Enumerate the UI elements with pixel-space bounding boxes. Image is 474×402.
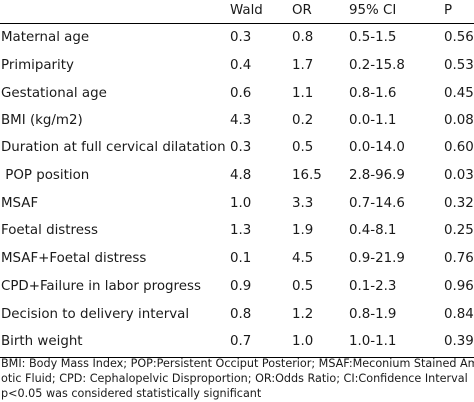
cell-p: 0.60 [444,140,474,155]
footnote-line-3: p<0.05 was considered statistically sign… [1,387,262,400]
cell-ci: 0.2-15.8 [349,58,405,73]
header-wald: Wald [230,3,263,18]
cell-or: 0.2 [292,113,314,128]
header-p: P [444,3,453,18]
cell-variable: Foetal distress [1,223,98,238]
cell-or: 0.5 [292,279,314,294]
cell-or: 1.7 [292,58,314,73]
cell-ci: 0.0-14.0 [349,140,405,155]
cell-ci: 0.9-21.9 [349,251,405,266]
cell-variable: POP position [1,168,90,183]
table-row: Maternal age 0.3 0.8 0.5-1.5 0.56 [0,27,474,49]
cell-wald: 0.7 [230,334,252,349]
cell-ci: 0.0-1.1 [349,113,397,128]
cell-wald: 4.8 [230,168,252,183]
cell-or: 1.0 [292,334,314,349]
cell-wald: 0.1 [230,251,252,266]
footnote-line-2: otic Fluid; CPD: Cephalopelvic Dispropor… [1,372,468,385]
cell-variable: CPD+Failure in labor progress [1,279,201,294]
cell-ci: 0.5-1.5 [349,30,397,45]
cell-variable: Duration at full cervical dilatation [1,140,226,155]
cell-ci: 0.8-1.6 [349,86,397,101]
cell-wald: 0.6 [230,86,252,101]
cell-p: 0.84 [444,307,474,322]
cell-ci: 2.8-96.9 [349,168,405,183]
header-rule [0,23,474,24]
cell-ci: 0.4-8.1 [349,223,397,238]
table-header-row: Wald OR 95% CI P [0,0,474,22]
cell-p: 0.08 [444,113,474,128]
cell-variable: Gestational age [1,86,107,101]
cell-variable: Primiparity [1,58,74,73]
cell-wald: 0.9 [230,279,252,294]
cell-wald: 0.4 [230,58,252,73]
cell-p: 0.39 [444,334,474,349]
cell-or: 0.8 [292,30,314,45]
cell-variable: MSAF+Foetal distress [1,251,147,266]
table-row: Gestational age 0.6 1.1 0.8-1.6 0.45 [0,83,474,105]
cell-or: 3.3 [292,196,314,211]
footnote-line-1: BMI: Body Mass Index; POP:Persistent Occ… [1,357,474,370]
header-or: OR [292,3,312,18]
table-row: POP position 4.8 16.5 2.8-96.9 0.03 [0,165,474,187]
cell-or: 0.5 [292,140,314,155]
cell-or: 1.1 [292,86,314,101]
cell-wald: 0.3 [230,30,252,45]
cell-p: 0.53 [444,58,474,73]
table-row: BMI (kg/m2) 4.3 0.2 0.0-1.1 0.08 [0,110,474,132]
cell-or: 1.2 [292,307,314,322]
cell-p: 0.03 [444,168,474,183]
table-row: MSAF 1.0 3.3 0.7-14.6 0.32 [0,193,474,215]
cell-p: 0.45 [444,86,474,101]
cell-wald: 1.3 [230,223,252,238]
table-row: Duration at full cervical dilatation 0.3… [0,137,474,159]
cell-p: 0.56 [444,30,474,45]
table-row: CPD+Failure in labor progress 0.9 0.5 0.… [0,276,474,298]
cell-variable: Maternal age [1,30,90,45]
cell-variable: MSAF [1,196,39,211]
cell-p: 0.96 [444,279,474,294]
cell-ci: 0.8-1.9 [349,307,397,322]
table-row: Primiparity 0.4 1.7 0.2-15.8 0.53 [0,55,474,77]
bottom-rule [0,357,474,358]
cell-or: 4.5 [292,251,314,266]
header-ci: 95% CI [349,3,397,18]
cell-p: 0.25 [444,223,474,238]
table-row: Foetal distress 1.3 1.9 0.4-8.1 0.25 [0,220,474,242]
table-row: Birth weight 0.7 1.0 1.0-1.1 0.39 [0,331,474,353]
cell-wald: 0.8 [230,307,252,322]
cell-variable: BMI (kg/m2) [1,113,83,128]
cell-p: 0.32 [444,196,474,211]
cell-ci: 1.0-1.1 [349,334,397,349]
cell-variable: Birth weight [1,334,83,349]
cell-ci: 0.7-14.6 [349,196,405,211]
cell-p: 0.76 [444,251,474,266]
table-row: MSAF+Foetal distress 0.1 4.5 0.9-21.9 0.… [0,248,474,270]
cell-or: 1.9 [292,223,314,238]
cell-wald: 0.3 [230,140,252,155]
cell-variable: Decision to delivery interval [1,307,190,322]
cell-or: 16.5 [292,168,322,183]
table-row: Decision to delivery interval 0.8 1.2 0.… [0,304,474,326]
cell-wald: 4.3 [230,113,252,128]
cell-wald: 1.0 [230,196,252,211]
cell-ci: 0.1-2.3 [349,279,397,294]
